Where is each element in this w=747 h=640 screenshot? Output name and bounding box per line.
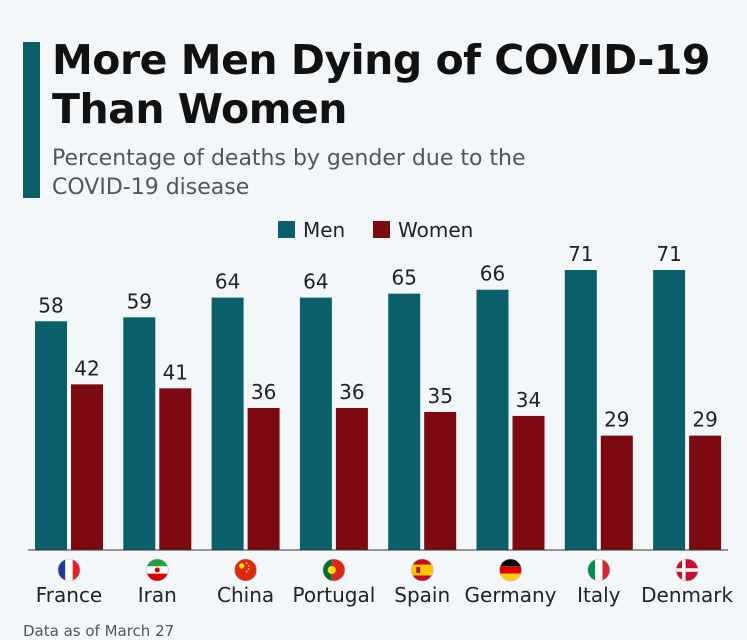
spain-flag-icon: [410, 558, 434, 582]
bar-men-germany: [476, 289, 509, 550]
bar-chart: Men Women 58 42 59 41 64 36 64 36 65 35 66 34 71 29 71 2…: [28, 218, 733, 607]
bar-women-china: [247, 408, 280, 550]
data-label-women-germany: 34: [516, 388, 541, 412]
bar-women-france: [71, 384, 103, 550]
bar-men-italy: [564, 270, 597, 550]
data-label-women-portugal: 36: [339, 380, 364, 404]
bar-women-portugal: [335, 408, 368, 550]
portugal-flag-icon: [322, 558, 346, 582]
x-tick-label-denmark: Denmark: [641, 583, 733, 607]
data-label-women-china: 36: [251, 380, 276, 404]
data-label-men-portugal: 64: [303, 270, 328, 294]
data-label-men-france: 58: [38, 293, 63, 317]
data-label-women-iran: 41: [163, 360, 188, 384]
footnote: Data as of March 27: [23, 622, 175, 640]
bar-women-denmark: [689, 435, 722, 550]
data-label-women-denmark: 29: [692, 408, 717, 432]
data-label-women-italy: 29: [604, 408, 629, 432]
data-label-men-germany: 66: [480, 262, 505, 286]
bars: 58 42 59 41 64 36 64 36 65 35 66 34 71 29 71 29: [35, 242, 722, 550]
x-tick-label-china: China: [217, 583, 274, 607]
legend-swatch-women: [373, 221, 390, 238]
title-accent-bar: [23, 42, 40, 198]
data-label-men-china: 64: [215, 270, 240, 294]
bar-men-portugal: [299, 297, 332, 550]
chart-title: More Men Dying of COVID-19 Than Women: [52, 36, 710, 133]
germany-flag-icon: [499, 558, 522, 582]
data-label-men-denmark: 71: [656, 242, 681, 266]
bar-women-spain: [424, 411, 457, 550]
legend-swatch-men: [278, 221, 295, 238]
denmark-flag-icon: [675, 558, 699, 582]
bar-women-italy: [600, 435, 633, 550]
x-tick-label-germany: Germany: [465, 583, 557, 607]
x-axis: France Iran China Portugal Spain Germany Italy…: [36, 558, 733, 607]
data-label-men-italy: 71: [568, 242, 593, 266]
data-label-men-iran: 59: [127, 289, 152, 313]
bar-men-spain: [388, 293, 421, 550]
iran-flag-icon: [146, 558, 169, 582]
china-flag-icon: [234, 558, 257, 582]
legend-label-men: Men: [303, 218, 345, 242]
x-tick-label-italy: Italy: [577, 583, 621, 607]
italy-flag-icon: [587, 558, 611, 582]
france-flag-icon: [57, 558, 81, 582]
bar-men-denmark: [653, 270, 686, 550]
legend: Men Women: [278, 218, 473, 242]
bar-women-germany: [512, 415, 545, 550]
x-tick-label-france: France: [36, 583, 103, 607]
x-tick-label-iran: Iran: [138, 583, 177, 607]
bar-men-france: [35, 321, 67, 550]
bar-women-iran: [159, 388, 192, 550]
x-tick-label-portugal: Portugal: [292, 583, 375, 607]
x-tick-label-spain: Spain: [394, 583, 450, 607]
bar-men-china: [211, 297, 244, 550]
bar-men-iran: [123, 317, 156, 550]
chart-subtitle: Percentage of deaths by gender due to th…: [52, 146, 526, 200]
legend-label-women: Women: [398, 218, 473, 242]
data-label-women-spain: 35: [427, 384, 452, 408]
data-label-men-spain: 65: [391, 266, 416, 290]
data-label-women-france: 42: [74, 356, 99, 380]
